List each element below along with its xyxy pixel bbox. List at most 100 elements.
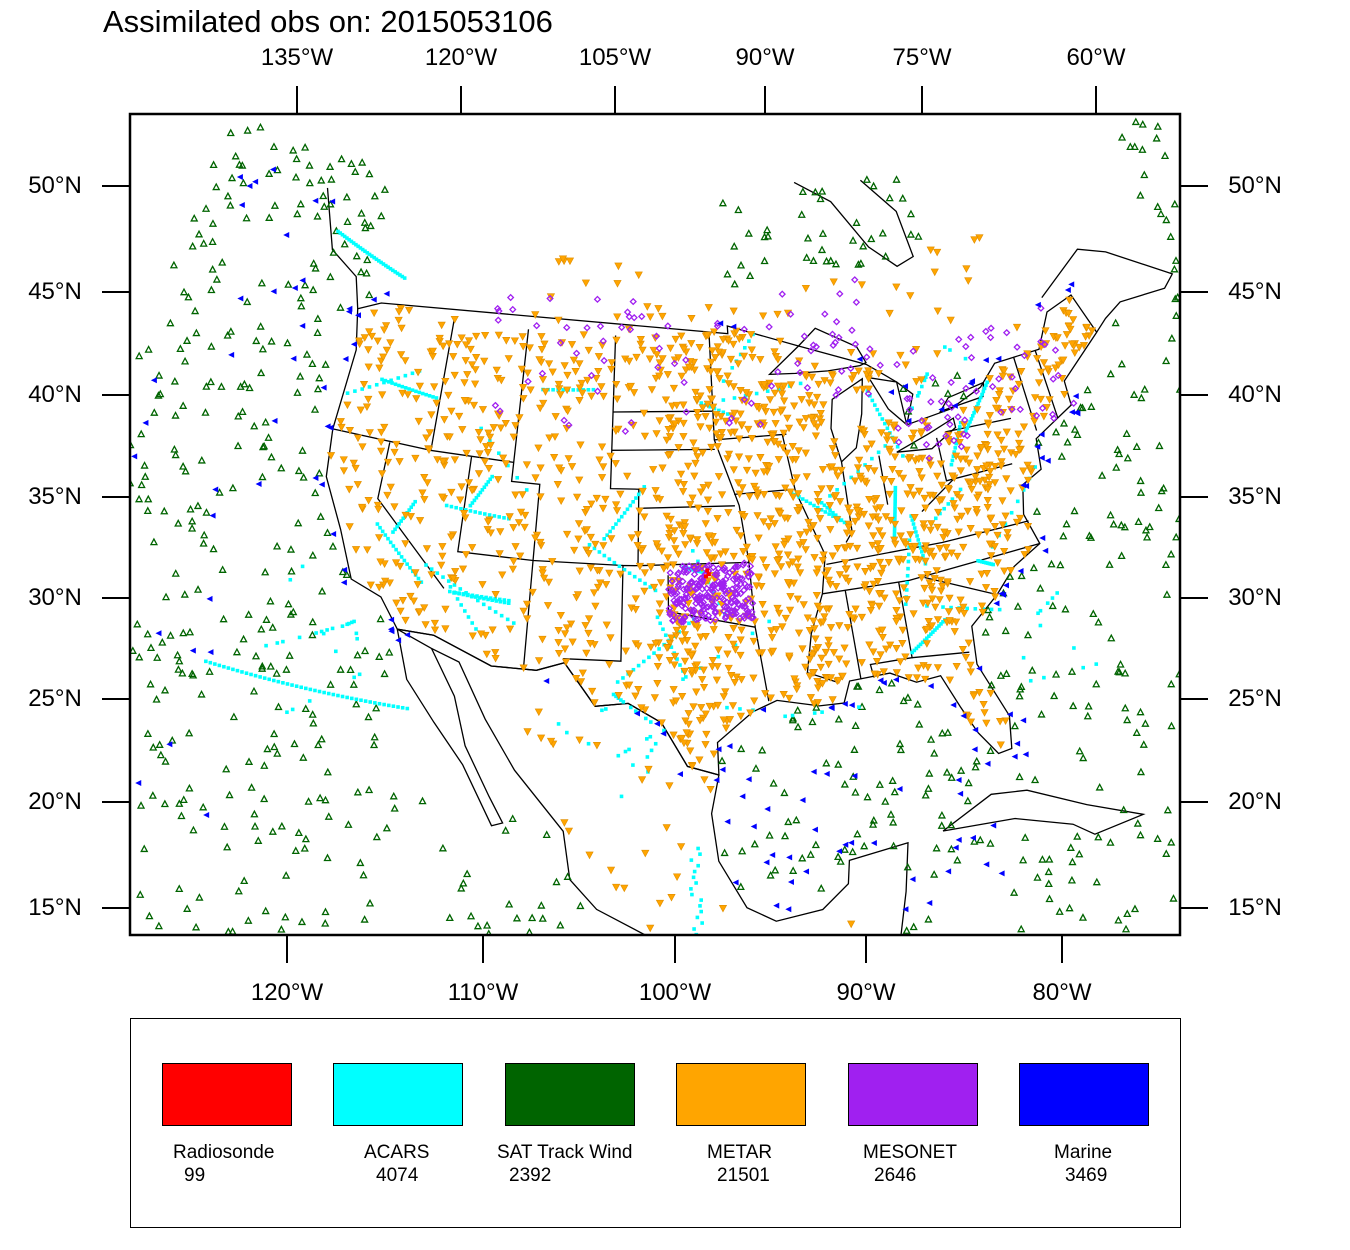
acars-marker [342, 234, 347, 239]
sat-track-wind-marker [153, 653, 162, 661]
sat-track-wind-marker [957, 766, 966, 774]
metar-marker [1006, 567, 1015, 575]
marine-marker [324, 423, 331, 430]
metar-marker [553, 481, 562, 489]
metar-marker [375, 534, 384, 542]
metar-marker [456, 496, 465, 505]
mesonet-marker [1013, 343, 1021, 351]
marine-marker [955, 777, 962, 784]
marine-marker [893, 676, 900, 683]
metar-marker [986, 689, 995, 698]
acars-marker [391, 544, 396, 548]
acars-marker [700, 921, 704, 925]
mesonet-marker [668, 586, 676, 594]
metar-marker [847, 920, 856, 929]
metar-marker [898, 556, 908, 564]
metar-marker [729, 466, 738, 474]
metar-marker [449, 353, 458, 361]
sat-track-wind-marker [924, 914, 933, 923]
sat-track-wind-marker [323, 853, 332, 862]
acars-marker [623, 749, 628, 754]
sat-track-wind-marker [817, 245, 827, 254]
metar-marker [808, 669, 818, 677]
marine-marker [957, 790, 964, 797]
sat-track-wind-marker [245, 383, 254, 392]
acars-marker [812, 503, 816, 508]
sat-track-wind-marker [135, 652, 144, 661]
metar-marker [718, 336, 728, 344]
sat-track-wind-marker [1172, 311, 1180, 319]
sat-track-wind-marker [250, 822, 260, 830]
metar-marker [890, 421, 899, 430]
metar-marker [563, 407, 572, 416]
radiosonde-marker [703, 574, 708, 579]
sat-track-wind-marker [258, 661, 267, 670]
acars-marker [285, 682, 290, 686]
sat-track-wind-marker [169, 260, 178, 269]
acars-marker [321, 631, 326, 636]
sat-track-wind-marker [1044, 879, 1053, 888]
acars-marker [383, 533, 388, 537]
sat-track-wind-marker [185, 783, 194, 792]
metar-marker [1012, 518, 1022, 527]
mesonet-marker [637, 312, 646, 321]
metar-marker [612, 507, 622, 515]
metar-marker [509, 433, 518, 442]
metar-marker [975, 477, 985, 486]
marine-marker [252, 178, 259, 185]
metar-marker [768, 634, 777, 642]
metar-marker [501, 460, 511, 468]
metar-marker [1003, 529, 1012, 537]
top-lon-label: 105°W [578, 44, 652, 71]
sat-track-wind-marker [265, 213, 274, 221]
sat-track-wind-marker [972, 756, 981, 765]
metar-marker [587, 500, 596, 509]
metar-marker [635, 562, 645, 571]
metar-marker [805, 627, 814, 635]
metar-marker [992, 396, 1001, 405]
acars-marker [920, 640, 925, 645]
sat-track-wind-marker [270, 201, 280, 209]
acars-marker [347, 237, 351, 242]
metar-marker [724, 664, 733, 673]
metar-marker [707, 395, 717, 404]
metar-marker [995, 387, 1004, 395]
acars-marker [374, 257, 379, 262]
marine-marker [842, 841, 849, 848]
metar-marker [326, 452, 336, 460]
sat-track-wind-marker [1028, 666, 1037, 674]
acars-marker [373, 701, 377, 705]
metar-marker [955, 439, 964, 447]
sat-track-wind-marker [321, 907, 330, 916]
acars-marker [479, 426, 483, 431]
sat-track-wind-marker [146, 679, 155, 688]
metar-marker [395, 458, 404, 466]
metar-marker [943, 578, 952, 586]
sat-track-wind-marker [953, 371, 962, 379]
metar-marker [680, 631, 690, 639]
metar-marker [554, 258, 563, 266]
acars-marker [969, 417, 974, 421]
sat-track-wind-marker [360, 218, 369, 226]
metar-marker [961, 654, 971, 662]
metar-marker [582, 506, 592, 514]
mesonet-marker [546, 294, 554, 303]
mesonet-marker [747, 399, 756, 407]
metar-marker [504, 355, 513, 363]
acars-marker [481, 602, 486, 607]
acars-marker [754, 391, 759, 396]
acars-marker [379, 260, 383, 265]
acars-marker [716, 654, 721, 659]
acars-marker [642, 485, 647, 489]
acars-marker [943, 345, 947, 349]
sat-track-wind-marker [751, 764, 761, 772]
metar-marker [643, 303, 652, 311]
mesonet-marker [746, 562, 755, 570]
metar-marker [910, 514, 919, 522]
metar-marker [748, 353, 757, 362]
sat-track-wind-marker [1075, 746, 1084, 755]
mesonet-marker [666, 569, 674, 577]
metar-marker [420, 496, 429, 504]
sat-track-wind-marker [150, 408, 159, 416]
metar-marker [605, 569, 614, 578]
